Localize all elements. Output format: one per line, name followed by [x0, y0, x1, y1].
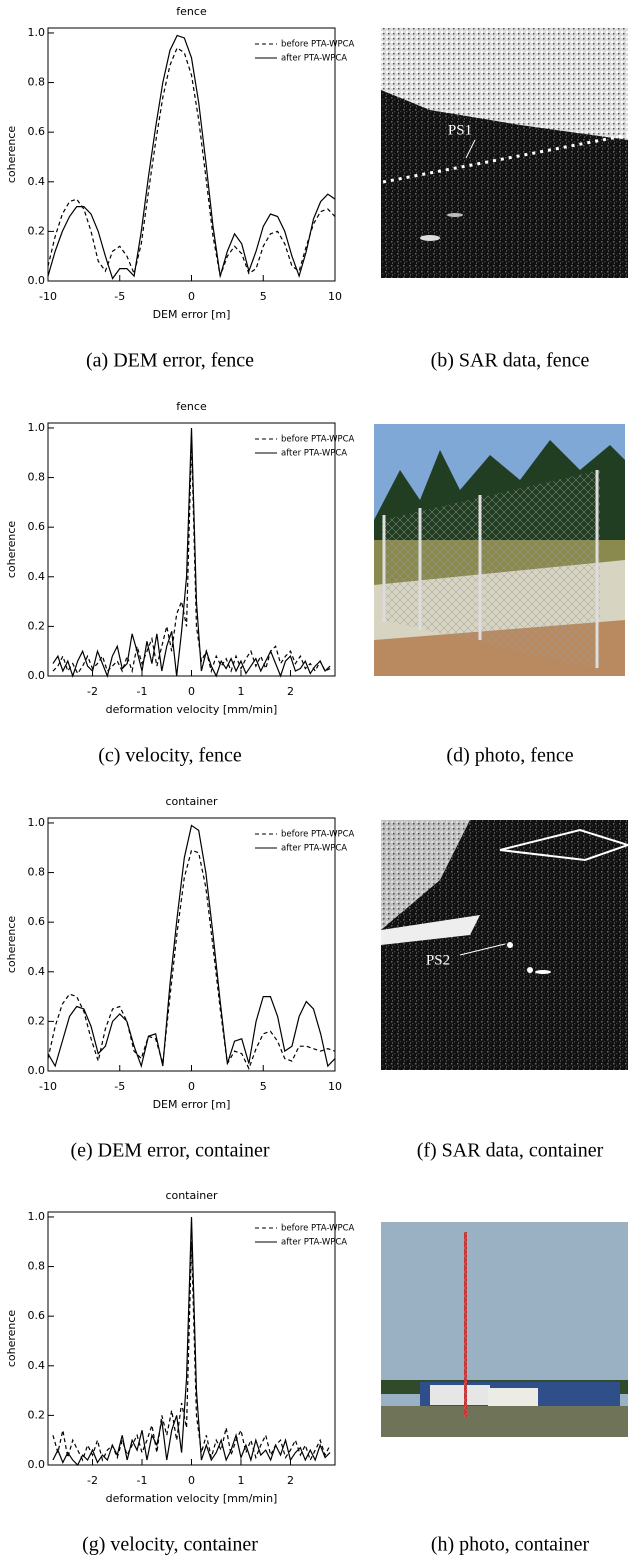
y-tick-label: 0.2	[28, 1014, 46, 1027]
caption: (e) DEM error, container	[70, 1140, 269, 1162]
legend-label: after PTA-WPCA	[281, 54, 347, 64]
x-axis-label: DEM error [m]	[153, 308, 231, 321]
legend-label: before PTA-WPCA	[281, 1224, 355, 1234]
x-tick-label: -5	[114, 290, 125, 303]
y-tick-label: 0.8	[28, 1260, 46, 1273]
y-tick-label: 0.8	[28, 76, 46, 89]
y-tick-label: 0.6	[28, 125, 46, 138]
plot-frame	[47, 422, 336, 677]
image-label: PS2	[426, 952, 450, 968]
y-tick-label: 1.0	[28, 421, 46, 434]
x-tick-label: 2	[287, 1474, 294, 1487]
x-tick-label: 0	[188, 685, 195, 698]
x-axis-label: DEM error [m]	[153, 1098, 231, 1111]
chart-title: container	[165, 1189, 218, 1202]
y-tick-label: 0.6	[28, 520, 46, 533]
y-axis-label: coherence	[5, 126, 18, 184]
legend-label: after PTA-WPCA	[281, 844, 347, 854]
data-line	[47, 34, 336, 280]
x-tick-label: 2	[287, 685, 294, 698]
x-axis-label: deformation velocity [mm/min]	[106, 1492, 278, 1505]
y-tick-label: 1.0	[28, 26, 46, 39]
y-tick-label: 0.2	[28, 224, 46, 237]
y-tick-label: 0.8	[28, 866, 46, 879]
y-tick-label: 0.4	[28, 570, 46, 583]
image-label: PS1	[448, 122, 472, 138]
y-tick-label: 0.0	[28, 274, 46, 287]
x-tick-label: -1	[137, 685, 148, 698]
data-line	[52, 440, 331, 675]
y-axis-label: coherence	[5, 1310, 18, 1368]
caption: (a) DEM error, fence	[86, 350, 254, 372]
caption: (f) SAR data, container	[417, 1140, 604, 1162]
caption: (d) photo, fence	[446, 745, 573, 767]
x-tick-label: -10	[39, 290, 57, 303]
x-tick-label: -5	[114, 1080, 125, 1093]
chart-title: container	[165, 795, 218, 808]
x-tick-label: 0	[188, 1474, 195, 1487]
y-tick-label: 0.4	[28, 1359, 46, 1372]
plot-frame	[47, 27, 336, 282]
y-tick-label: 1.0	[28, 1210, 46, 1223]
y-tick-label: 0.2	[28, 1408, 46, 1421]
x-axis-label: deformation velocity [mm/min]	[106, 703, 278, 716]
legend-label: before PTA-WPCA	[281, 40, 355, 50]
chart-title: fence	[176, 400, 207, 413]
y-tick-label: 0.2	[28, 619, 46, 632]
x-tick-label: 5	[260, 290, 267, 303]
plot-frame	[47, 817, 336, 1072]
x-tick-label: 0	[188, 290, 195, 303]
chart-title: fence	[176, 5, 207, 18]
data-line	[52, 427, 331, 678]
x-tick-label: 10	[328, 1080, 342, 1093]
legend-label: after PTA-WPCA	[281, 1238, 347, 1248]
y-tick-label: 0.8	[28, 471, 46, 484]
x-tick-label: 1	[237, 1474, 244, 1487]
photo	[381, 1222, 628, 1437]
y-tick-label: 0.6	[28, 915, 46, 928]
y-tick-label: 0.6	[28, 1309, 46, 1322]
y-axis-label: coherence	[5, 916, 18, 974]
caption: (g) velocity, container	[82, 1534, 258, 1556]
x-tick-label: 0	[188, 1080, 195, 1093]
data-line	[47, 46, 336, 279]
x-tick-label: 1	[237, 685, 244, 698]
x-tick-label: -2	[87, 1474, 98, 1487]
caption: (h) photo, container	[431, 1534, 590, 1556]
y-tick-label: 0.4	[28, 965, 46, 978]
caption: (b) SAR data, fence	[431, 350, 590, 372]
x-tick-label: 5	[260, 1080, 267, 1093]
y-tick-label: 0.0	[28, 1064, 46, 1077]
sar-image	[381, 28, 628, 278]
photo	[374, 424, 625, 676]
x-tick-label: -2	[87, 685, 98, 698]
y-tick-label: 1.0	[28, 816, 46, 829]
x-tick-label: -1	[137, 1474, 148, 1487]
y-tick-label: 0.0	[28, 669, 46, 682]
x-tick-label: -10	[39, 1080, 57, 1093]
caption: (c) velocity, fence	[98, 745, 242, 767]
legend-label: before PTA-WPCA	[281, 435, 355, 445]
data-line	[52, 1216, 331, 1467]
y-axis-label: coherence	[5, 521, 18, 579]
x-tick-label: 10	[328, 290, 342, 303]
data-line	[47, 849, 336, 1071]
legend-label: after PTA-WPCA	[281, 449, 347, 459]
y-tick-label: 0.0	[28, 1458, 46, 1471]
data-line	[52, 1241, 331, 1462]
legend-label: before PTA-WPCA	[281, 830, 355, 840]
data-line	[47, 824, 336, 1069]
y-tick-label: 0.4	[28, 175, 46, 188]
sar-image	[381, 820, 628, 1070]
